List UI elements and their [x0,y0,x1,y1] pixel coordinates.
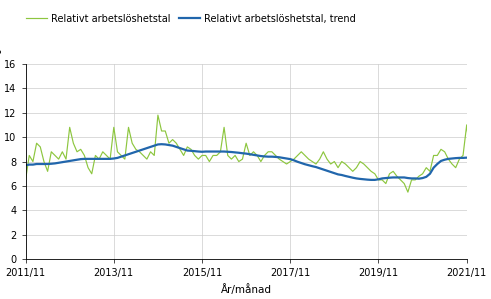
Relativt arbetslöshetstal [100,150,106,154]
Relativt arbetslöshetstal, trend [23,164,28,167]
Relativt arbetslöshetstal [460,154,466,157]
Relativt arbetslöshetstal [188,147,194,151]
Relativt arbetslöshetstal, trend [159,142,164,146]
Relativt arbetslöshetstal [23,178,28,182]
Text: %: % [0,46,1,56]
Relativt arbetslöshetstal, trend [59,160,65,164]
Relativt arbetslöshetstal, trend [368,178,374,182]
Relativt arbetslöshetstal [453,166,459,170]
Line: Relativt arbetslöshetstal, trend: Relativt arbetslöshetstal, trend [26,144,491,180]
Relativt arbetslöshetstal [405,190,411,194]
Relativt arbetslöshetstal [155,113,161,117]
Relativt arbetslöshetstal, trend [460,156,466,160]
Legend: Relativt arbetslöshetstal, Relativt arbetslöshetstal, trend: Relativt arbetslöshetstal, Relativt arbe… [26,14,355,24]
Line: Relativt arbetslöshetstal: Relativt arbetslöshetstal [26,115,491,192]
Relativt arbetslöshetstal [59,150,65,154]
Relativt arbetslöshetstal, trend [405,176,411,180]
Relativt arbetslöshetstal, trend [100,157,106,161]
X-axis label: År/månad: År/månad [220,284,272,295]
Relativt arbetslöshetstal, trend [453,156,459,160]
Relativt arbetslöshetstal, trend [188,149,194,152]
Relativt arbetslöshetstal [401,182,407,185]
